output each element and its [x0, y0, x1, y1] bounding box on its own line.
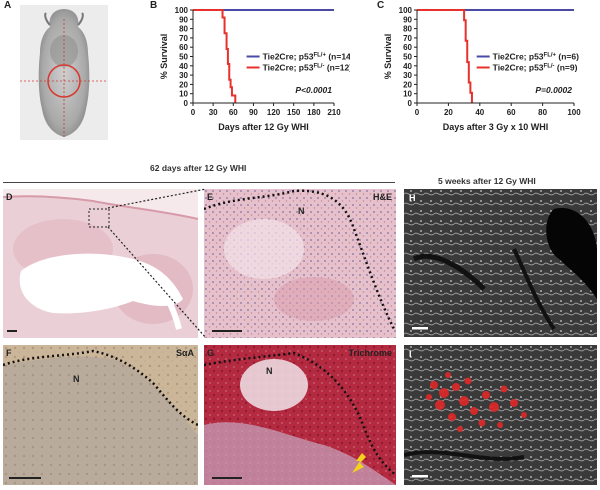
- y-tick-label: 70: [403, 34, 412, 43]
- header-62-days: 62 days after 12 Gy WHI: [150, 163, 247, 173]
- x-tick-label: 40: [475, 108, 484, 117]
- x-tick-label: 60: [229, 108, 238, 117]
- x-ticks: 0 30 60 90 120 150 180 210: [191, 103, 341, 117]
- panel-label-f: F: [6, 348, 12, 358]
- y-tick-label: 80: [403, 25, 412, 34]
- zoom-connector: [107, 188, 207, 339]
- x-ticks: 0 20 40 60 80 100: [415, 103, 581, 117]
- panel-label-e: E: [207, 192, 214, 202]
- y-tick-label: 60: [179, 43, 188, 52]
- series-line-red: [193, 9, 237, 103]
- panel-label-h: H: [409, 193, 416, 203]
- x-tick-label: 60: [507, 108, 516, 117]
- y-tick-label: 90: [403, 15, 412, 24]
- necrosis-label-f: N: [73, 374, 80, 384]
- x-tick-label: 80: [538, 108, 547, 117]
- legend: Tie2Cre; p53FL/+ (n=14)Tie2Cre; p53FL/- …: [246, 52, 350, 73]
- x-tick-label: 180: [307, 108, 321, 117]
- y-tick-label: 0: [408, 99, 413, 108]
- y-tick-label: 40: [179, 62, 188, 71]
- histology-panel-f: F SαA N: [3, 345, 198, 485]
- x-tick-label: 150: [287, 108, 301, 117]
- x-tick-label: 30: [209, 108, 218, 117]
- y-tick-label: 60: [403, 43, 412, 52]
- legend: Tie2Cre; p53FL/+ (n=6)Tie2Cre; p53FL/- (…: [476, 52, 579, 73]
- y-tick-label: 10: [403, 90, 412, 99]
- y-tick-label: 10: [179, 90, 188, 99]
- y-tick-label: 50: [403, 53, 412, 62]
- y-axis-label: % Survival: [383, 34, 393, 80]
- panel-label-i: I: [409, 349, 412, 359]
- xray-mouse-image: [20, 5, 108, 140]
- stain-label-he: H&E: [372, 192, 392, 202]
- y-tick-label: 0: [184, 99, 189, 108]
- y-tick-label: 50: [179, 53, 188, 62]
- y-tick-label: 30: [403, 71, 412, 80]
- histology-panel-d: D: [3, 189, 198, 338]
- panel-label-c: C: [377, 0, 385, 11]
- series-line-red: [417, 9, 473, 103]
- x-tick-label: 0: [191, 108, 196, 117]
- legend-entry: Tie2Cre; p53FL/- (n=9): [493, 63, 578, 73]
- y-tick-label: 20: [403, 80, 412, 89]
- y-tick-label: 30: [179, 71, 188, 80]
- x-tick-label: 90: [249, 108, 258, 117]
- histology-panel-e: E H&E N: [204, 189, 396, 338]
- x-axis-label: Days after 12 Gy WHI: [218, 122, 309, 132]
- header-divider: [3, 182, 395, 183]
- y-axis-label: % Survival: [159, 34, 169, 80]
- legend-entry: Tie2Cre; p53FL/+ (n=6): [493, 52, 579, 62]
- header-5-weeks: 5 weeks after 12 Gy WHI: [438, 176, 536, 186]
- x-tick-label: 20: [444, 108, 453, 117]
- necrosis-label-g: N: [266, 366, 273, 376]
- panel-label-g: G: [207, 348, 215, 358]
- y-tick-label: 20: [179, 80, 188, 89]
- stain-label-sma: SαA: [175, 348, 194, 358]
- p-value: P=0.0002: [535, 85, 572, 95]
- y-tick-label: 70: [179, 34, 188, 43]
- y-tick-label: 100: [399, 6, 413, 15]
- legend-entry: Tie2Cre; p53FL/+ (n=14): [263, 52, 350, 62]
- x-tick-label: 100: [567, 108, 581, 117]
- panel-label-a: A: [4, 0, 12, 11]
- stain-label-trichrome: Trichrome: [348, 348, 392, 358]
- microscopy-panel-h: H: [404, 189, 597, 337]
- panel-label-b: B: [150, 0, 158, 11]
- legend-entry: Tie2Cre; p53FL/- (n=12): [263, 63, 350, 73]
- panel-label-d: D: [6, 192, 13, 202]
- microscopy-panel-i: I: [404, 345, 597, 485]
- x-tick-label: 0: [415, 108, 420, 117]
- x-tick-label: 120: [267, 108, 281, 117]
- y-tick-label: 90: [179, 15, 188, 24]
- y-tick-label: 100: [175, 6, 189, 15]
- y-tick-label: 80: [179, 25, 188, 34]
- p-value: P<0.0001: [295, 85, 332, 95]
- x-axis-label: Days after 3 Gy x 10 WHI: [443, 122, 549, 132]
- x-tick-label: 210: [327, 108, 341, 117]
- y-tick-label: 40: [403, 62, 412, 71]
- necrosis-label-e: N: [298, 206, 305, 216]
- histology-panel-g: G Trichrome N: [204, 345, 396, 485]
